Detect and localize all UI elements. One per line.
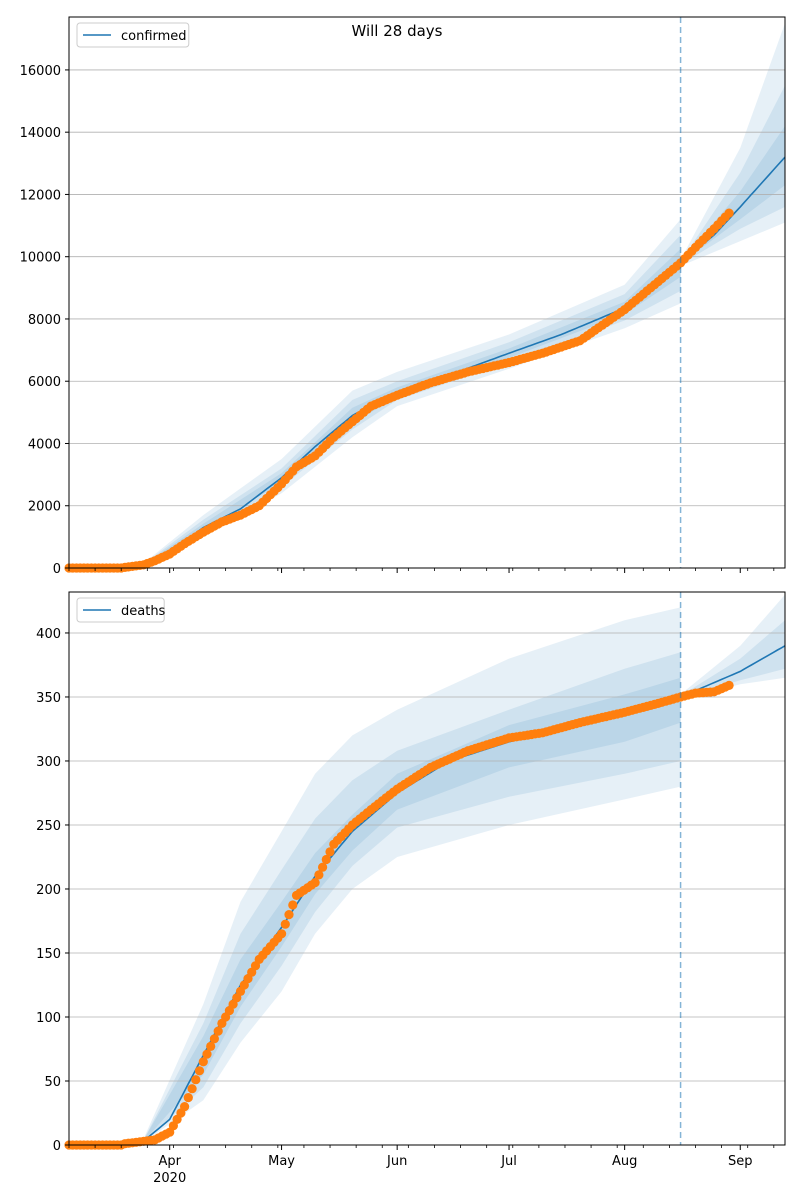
observed-point [213,1026,223,1036]
observed-point [277,929,287,939]
x-tick-label: May [268,1154,295,1169]
uncertainty-band [143,677,681,1142]
observed-point [284,910,294,920]
x-tick-label: Jul [500,1154,517,1169]
observed-point [191,1075,201,1085]
legend: confirmed [76,22,190,48]
y-tick-label: 4000 [28,437,61,452]
figure-title: Will 28 days [351,22,442,40]
observed-point [202,1049,212,1059]
observed-point [187,1084,197,1094]
legend-label: deaths [121,604,166,619]
y-tick-label: 2000 [28,500,61,515]
observed-point [288,900,298,910]
legend-box [76,597,165,623]
y-tick-label: 100 [36,1011,61,1026]
x-tick-sublabel: 2020 [153,1171,186,1186]
legend-box [76,22,190,48]
y-tick-label: 350 [36,691,61,706]
y-tick-label: 16000 [20,64,61,79]
uncertainty-band [680,594,785,700]
x-tick-label: Sep [728,1154,753,1169]
x-tick-label: Jun [386,1154,407,1169]
legend: deaths [76,597,166,623]
observed-point [325,847,335,857]
y-tick-label: 12000 [20,188,61,203]
uncertainty-band [680,23,785,267]
axes-frame [68,16,786,569]
observed-point [724,208,734,218]
observed-point [724,680,734,691]
y-tick-label: 10000 [20,251,61,266]
observed-point [280,919,290,929]
uncertainty-band [143,652,681,1143]
y-tick-label: 8000 [28,313,61,328]
y-tick-label: 150 [36,947,61,962]
y-tick-label: 300 [36,755,61,770]
y-tick-label: 0 [53,1139,61,1154]
observed-point [206,1041,216,1051]
observed-point [318,862,328,872]
axes-frame [68,591,786,1146]
y-tick-label: 50 [44,1075,61,1090]
y-tick-label: 250 [36,819,61,834]
x-tick-label: Apr [158,1154,181,1169]
deaths-panel: 0 50 100 150 200 250 300 350 400 Apr 2020 May Jun Jul… [36,591,786,1186]
observed-point [180,1102,190,1112]
observed-point [314,870,324,880]
observed-point [198,1057,208,1067]
uncertainty-band [143,607,681,1143]
observed-series [64,208,734,573]
legend-label: confirmed [121,29,187,44]
y-tick-label: 0 [53,562,61,577]
x-tick-label: Aug [612,1154,637,1169]
observed-point [194,1066,205,1076]
y-tick-label: 400 [36,627,61,642]
observed-point [310,878,320,888]
y-tick-label: 6000 [28,375,61,390]
y-tick-label: 200 [36,883,61,898]
y-tick-label: 14000 [20,126,61,141]
observed-series [64,680,734,1150]
observed-point [183,1093,193,1103]
confirmed-panel: 0 2000 4000 6000 8000 10000 12000 14000 16000 con… [20,16,786,577]
observed-point [321,854,331,865]
observed-point [209,1034,219,1044]
